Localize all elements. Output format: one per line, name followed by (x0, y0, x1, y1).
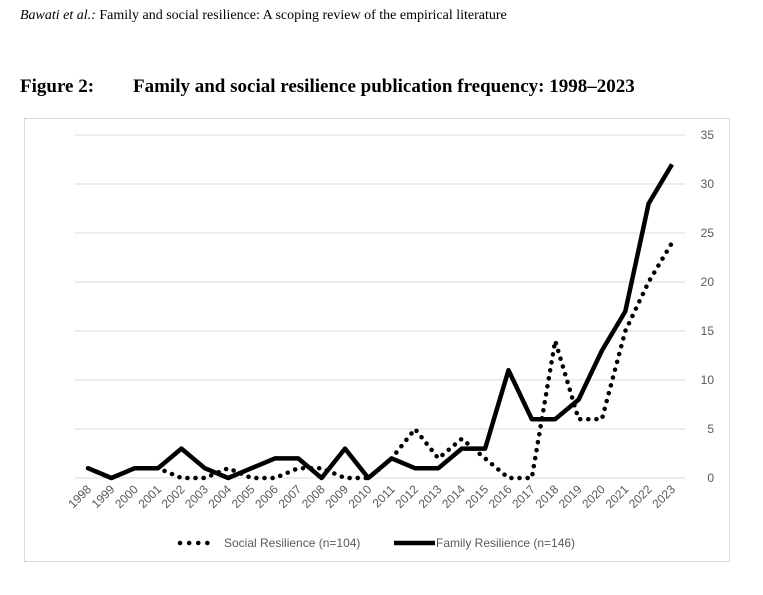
x-tick-label: 2015 (462, 482, 491, 511)
figure-heading: Figure 2: Family and social resilience pu… (20, 76, 635, 98)
x-tick-label: 2005 (229, 482, 258, 511)
figure-title: Family and social resilience publication… (133, 76, 635, 97)
x-tick-label: 2014 (439, 482, 468, 511)
x-tick-label: 2013 (416, 482, 445, 511)
x-tick-label: 2009 (322, 482, 351, 511)
x-tick-label: 2002 (159, 482, 188, 511)
x-tick-label: 2012 (392, 482, 421, 511)
x-tick-label: 2004 (205, 482, 234, 511)
y-tick-label: 15 (701, 324, 715, 338)
x-tick-label: 2017 (509, 482, 538, 511)
x-tick-label: 2016 (486, 482, 515, 511)
running-header-title: Family and social resilience: A scoping … (95, 8, 507, 23)
legend-label-social-resilience: Social Resilience (n=104) (224, 536, 360, 550)
chart-svg: 0510152025303519981999200020012002200320… (65, 128, 715, 550)
x-tick-label: 2003 (182, 482, 211, 511)
x-tick-label: 2018 (533, 482, 562, 511)
x-tick-label: 2010 (346, 482, 375, 511)
x-tick-label: 2008 (299, 482, 328, 511)
running-header-authors: Bawati et al.: (20, 8, 96, 23)
x-tick-label: 2019 (556, 482, 585, 511)
y-tick-label: 30 (701, 177, 715, 191)
x-tick-label: 2011 (370, 482, 398, 510)
x-tick-label: 2000 (112, 482, 141, 511)
running-header: Bawati et al.: Family and social resilie… (20, 8, 507, 24)
y-tick-label: 0 (707, 471, 714, 485)
legend-label-family-resilience: Family Resilience (n=146) (436, 536, 575, 550)
x-tick-label: 2020 (579, 482, 608, 511)
y-tick-label: 20 (701, 275, 715, 289)
figure-label: Figure 2: (20, 76, 95, 97)
x-tick-label: 2021 (603, 482, 632, 511)
x-tick-label: 1998 (65, 482, 94, 511)
x-tick-label: 2022 (626, 482, 655, 511)
y-tick-label: 5 (707, 422, 714, 436)
x-tick-label: 2007 (276, 482, 305, 511)
y-tick-label: 10 (701, 373, 715, 387)
x-tick-label: 2001 (135, 482, 164, 511)
x-tick-label: 2006 (252, 482, 281, 511)
x-tick-label: 2023 (649, 482, 678, 511)
series-line-social-resilience (85, 240, 675, 481)
y-tick-label: 25 (701, 226, 715, 240)
y-tick-label: 35 (701, 128, 715, 142)
series-line-family-resilience (87, 163, 674, 481)
chart-frame: 0 5 10 15 20 25 30 35 1998 1999 2000 2001 2002 2003 20… (24, 118, 730, 562)
x-tick-label: 1999 (89, 482, 118, 511)
